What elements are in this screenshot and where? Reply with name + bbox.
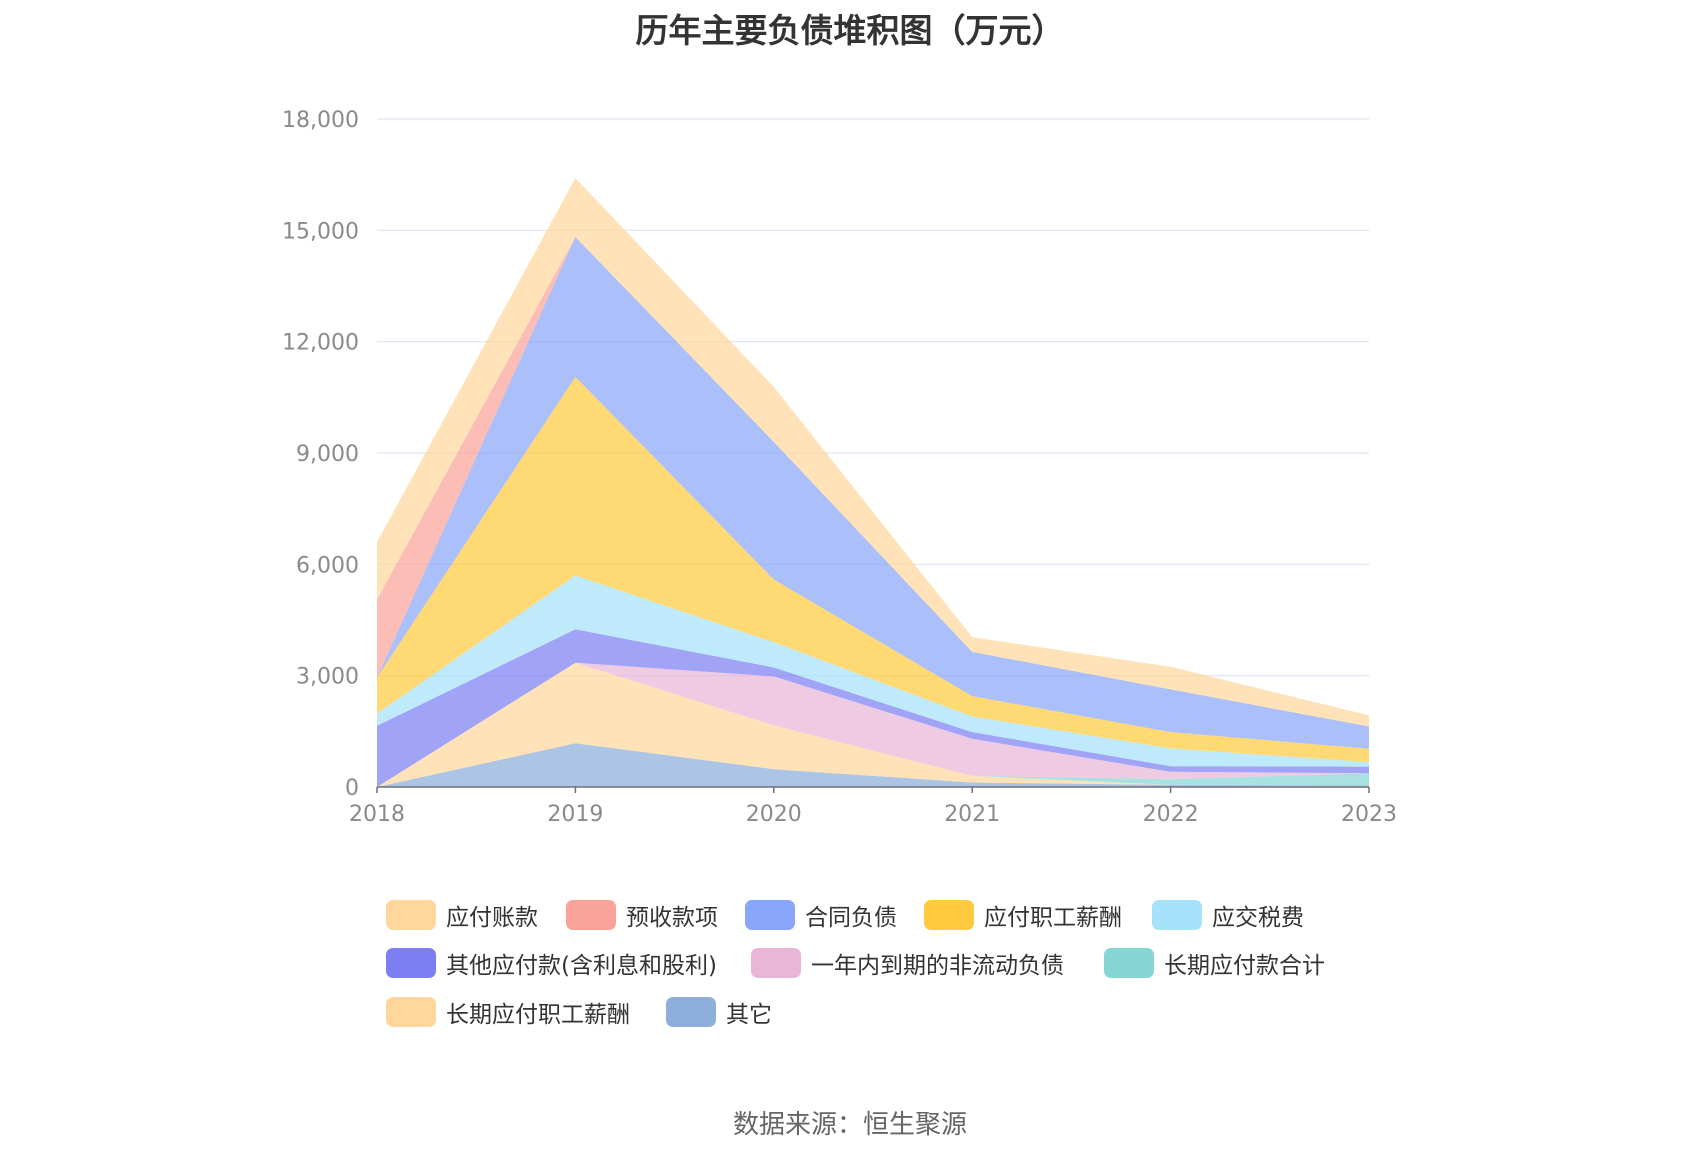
legend-swatch bbox=[386, 900, 436, 930]
legend-swatch bbox=[1152, 900, 1202, 930]
legend-item[interactable]: 长期应付款合计 bbox=[1104, 946, 1325, 980]
x-tick-label: 2022 bbox=[1143, 802, 1199, 827]
legend-label: 应付职工薪酬 bbox=[984, 905, 1122, 931]
area-series bbox=[377, 629, 1369, 787]
legend-label: 预收款项 bbox=[626, 905, 718, 931]
x-tick-label: 2018 bbox=[349, 802, 405, 827]
y-tick-label: 3,000 bbox=[296, 665, 359, 690]
legend-label: 其它 bbox=[726, 1002, 772, 1028]
x-tick-label: 2020 bbox=[746, 802, 802, 827]
y-tick-label: 18,000 bbox=[282, 108, 359, 133]
legend-label: 应付账款 bbox=[446, 905, 538, 931]
y-tick-label: 15,000 bbox=[282, 219, 359, 244]
y-tick-label: 12,000 bbox=[282, 331, 359, 356]
y-tick-label: 0 bbox=[345, 776, 359, 801]
legend-label: 应交税费 bbox=[1212, 905, 1304, 931]
legend-label: 其他应付款(含利息和股利) bbox=[446, 953, 717, 979]
legend-swatch bbox=[924, 900, 974, 930]
source-note: 数据来源：恒生聚源 bbox=[732, 1110, 967, 1140]
x-tick-label: 2021 bbox=[944, 802, 1000, 827]
legend-item[interactable]: 一年内到期的非流动负债 bbox=[751, 946, 1064, 980]
axes: 0 3,000 6,000 9,000 12,000 15,000 18,000 2018 20… bbox=[282, 108, 1397, 827]
legend-item[interactable]: 应付职工薪酬 bbox=[924, 898, 1122, 932]
legend-item[interactable]: 其他应付款(含利息和股利) bbox=[386, 946, 717, 980]
legend-item[interactable]: 合同负债 bbox=[745, 898, 897, 932]
x-tick-label: 2023 bbox=[1341, 802, 1397, 827]
area-series bbox=[377, 743, 1369, 787]
legend-item[interactable]: 预收款项 bbox=[566, 898, 718, 932]
legend-label: 合同负债 bbox=[805, 905, 897, 931]
legend-item[interactable]: 应付账款 bbox=[386, 898, 538, 932]
area-series bbox=[377, 575, 1369, 767]
legend-swatch bbox=[745, 900, 795, 930]
legend-item[interactable]: 其它 bbox=[666, 995, 772, 1029]
area-series bbox=[377, 237, 1369, 749]
area-series bbox=[377, 662, 1369, 787]
legend-label: 长期应付款合计 bbox=[1164, 953, 1325, 979]
legend-label: 一年内到期的非流动负债 bbox=[811, 953, 1064, 979]
legend-swatch bbox=[1104, 948, 1154, 978]
legend-swatch bbox=[386, 997, 436, 1027]
legend-swatch bbox=[751, 948, 801, 978]
y-tick-label: 6,000 bbox=[296, 553, 359, 578]
legend-item[interactable]: 应交税费 bbox=[1152, 898, 1304, 932]
legend-item[interactable]: 长期应付职工薪酬 bbox=[386, 995, 630, 1029]
legend-swatch bbox=[566, 900, 616, 930]
area-series bbox=[377, 662, 1369, 787]
x-tick-label: 2019 bbox=[547, 802, 603, 827]
area-series bbox=[377, 376, 1369, 763]
chart-title: 历年主要负债堆积图（万元） bbox=[635, 11, 1065, 50]
legend-label: 长期应付职工薪酬 bbox=[446, 1002, 630, 1028]
stacked-areas bbox=[377, 178, 1369, 787]
legend-swatch bbox=[386, 948, 436, 978]
y-tick-label: 9,000 bbox=[296, 442, 359, 467]
legend-swatch bbox=[666, 997, 716, 1027]
